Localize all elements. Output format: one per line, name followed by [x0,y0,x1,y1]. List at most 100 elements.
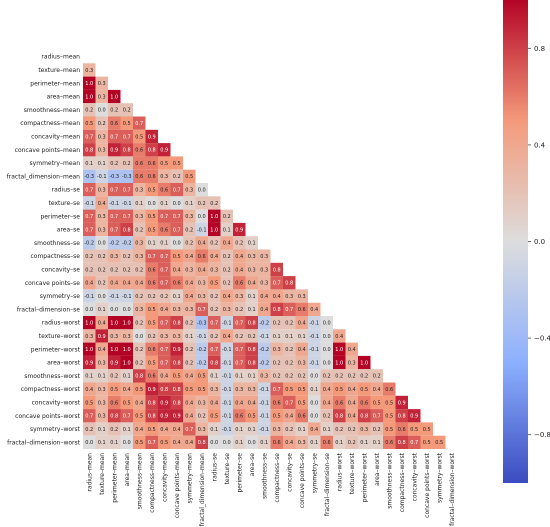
cell-value-label: 0.1 [148,241,156,247]
heatmap-cell [270,289,283,303]
cell-value-label: 0.9 [110,148,118,154]
cell-value-label: 0.7 [148,440,156,446]
column-label: concavity–se [286,453,293,492]
cell-value-label: 0.7 [85,134,93,140]
heatmap-cell [120,289,133,303]
heatmap-cell [95,89,108,104]
heatmap-cell [220,236,233,250]
cell-value-label: 0.2 [285,427,293,433]
cell-value-label: 0.8 [398,414,406,420]
cell-value-label: 0.8 [360,414,368,420]
heatmap-cell [208,395,221,410]
cell-value-label: 0.3 [285,294,293,300]
heatmap-cell [233,289,246,303]
cell-value-label: 0.2 [273,360,281,366]
cell-value-label: 0.9 [235,227,243,233]
heatmap-cell [183,183,196,197]
cell-value-label: 0.2 [185,360,193,366]
heatmap-cell [170,342,183,356]
heatmap-cell [208,222,221,237]
cell-value-label: 0.7 [160,254,168,260]
cell-value-label: -0.1 [222,347,232,353]
cell-value-label: 0.4 [348,414,356,420]
cell-value-label: -0.1 [222,320,232,326]
cell-value-label: 0.2 [110,374,118,380]
cell-value-label: 0.0 [323,320,331,326]
heatmap-cell [83,156,96,170]
heatmap-cell [195,369,208,383]
row-label: smoothness–se [34,240,80,247]
cell-value-label: 0.2 [135,320,143,326]
colorbar-tick-label: 0.0 [534,238,545,246]
cell-value-label: 0.0 [148,201,156,207]
heatmap-cell [145,276,158,290]
heatmap-cell [308,422,321,436]
cell-value-label: 0.2 [248,334,256,340]
cell-value-label: 0.4 [135,427,143,433]
heatmap-cell [170,302,183,316]
cell-value-label: 0.2 [210,201,218,207]
heatmap-cell [395,395,408,410]
heatmap-cell [295,329,308,343]
cell-value-label: -0.1 [222,427,232,433]
heatmap-cell [133,316,146,330]
row-label: smoothness–worst [24,373,80,380]
heatmap-cell [158,342,171,356]
cell-value-label: 0.5 [273,414,281,420]
heatmap-cell [83,89,96,104]
heatmap-cell [370,369,383,383]
heatmap-cell [208,276,221,290]
row-label: symmetry–se [40,293,81,300]
heatmap-cell [133,129,146,144]
heatmap-cell [95,342,108,356]
heatmap-cell [133,422,146,436]
cell-value-label: 0.2 [185,320,193,326]
cell-value-label: 0.1 [248,241,256,247]
cell-value-label: 0.6 [160,187,168,193]
cell-value-label: 0.4 [223,294,231,300]
heatmap-cell [308,302,321,316]
cell-value-label: 0.5 [285,387,293,393]
row-labels: radius–mean texture–mean perimeter–mean are… [7,54,81,447]
cell-value-label: 0.5 [135,387,143,393]
heatmap-cell [158,156,171,170]
cell-value-label: 0.2 [110,427,118,433]
cell-value-label: 0.2 [210,334,218,340]
column-label: radius–mean [86,453,93,492]
heatmap-cell [170,289,183,303]
cell-value-label: 0.8 [85,148,93,154]
row-label: concavity–worst [32,399,81,406]
cell-value-label: 1.0 [110,320,118,326]
cell-value-label: 0.2 [160,294,168,300]
cell-value-label: 0.8 [248,360,256,366]
heatmap-cell [333,409,346,423]
cell-value-label: 0.5 [185,387,193,393]
column-label: texture–worst [349,452,356,494]
cell-value-label: 0.2 [235,241,243,247]
heatmap-cell [308,329,321,343]
cell-value-label: 0.4 [323,387,331,393]
heatmap-cell [295,435,308,449]
heatmap-cell [83,316,96,330]
cell-value-label: -0.1 [222,414,232,420]
heatmap-cell [108,196,121,210]
cell-value-label: -0.2 [122,241,132,247]
heatmap-cell [233,236,246,250]
cell-value-label: 0.1 [310,387,318,393]
heatmap-cell [220,355,233,370]
cell-value-label: -0.1 [259,414,269,420]
cell-value-label: 0.5 [148,427,156,433]
heatmap-cell [295,355,308,370]
heatmap-cell [333,355,346,370]
cell-value-label: 0.3 [173,334,181,340]
cell-value-label: 0.5 [410,427,418,433]
heatmap-cell [195,355,208,370]
cell-value-label: 0.2 [148,334,156,340]
cell-value-label: 0.4 [198,267,206,273]
heatmap-cell [308,382,321,396]
heatmap-cell [170,369,183,383]
cell-value-label: 0.2 [135,267,143,273]
heatmap-cell [133,236,146,250]
cell-value-label: 0.6 [148,374,156,380]
heatmap-cell [108,183,121,197]
